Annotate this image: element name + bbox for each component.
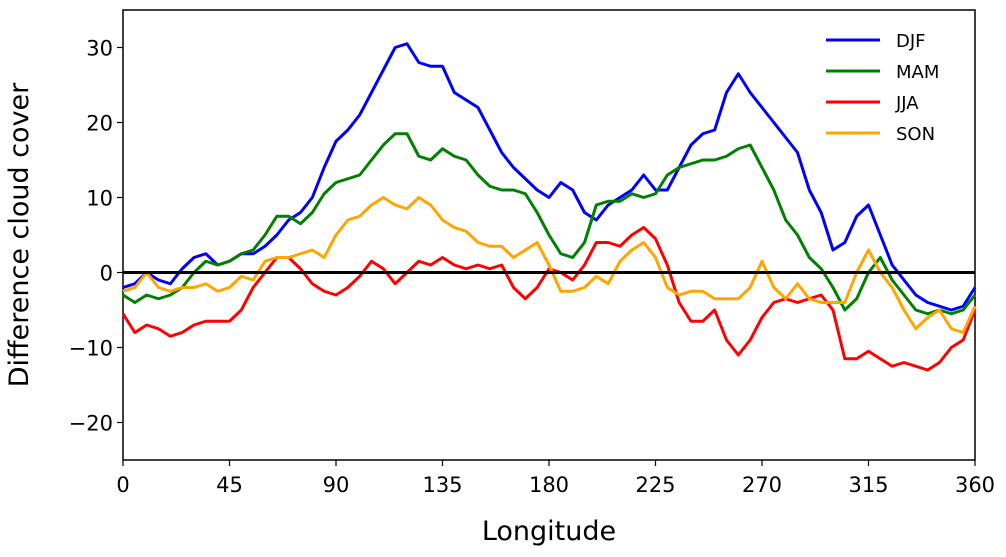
data-line: [122, 196, 977, 334]
y-tick-label: 0: [100, 262, 113, 286]
y-tick-label: −10: [69, 337, 113, 361]
x-tick-label: 180: [529, 473, 569, 497]
x-tick-label: 360: [955, 473, 995, 497]
x-tick-label: 315: [848, 473, 888, 497]
x-tick-label: 90: [323, 473, 350, 497]
x-tick-label: 270: [742, 473, 782, 497]
y-axis-label: Difference cloud cover: [4, 82, 35, 387]
y-tick-label: 20: [86, 112, 113, 136]
y-tick-label: 10: [86, 187, 113, 211]
legend-label: SON: [896, 124, 935, 145]
y-tick-label: −20: [69, 412, 113, 436]
x-tick-label: 225: [635, 473, 675, 497]
x-tick-label: 45: [216, 473, 243, 497]
legend-label: JJA: [895, 93, 919, 114]
x-tick-label: 135: [422, 473, 462, 497]
x-tick-label: 0: [116, 473, 129, 497]
y-tick-label: 30: [86, 37, 113, 61]
data-line: [122, 132, 977, 316]
x-axis-label: Longitude: [482, 516, 616, 547]
legend-label: MAM: [896, 62, 939, 83]
data-line: [122, 42, 977, 312]
legend-label: DJF: [896, 31, 926, 52]
